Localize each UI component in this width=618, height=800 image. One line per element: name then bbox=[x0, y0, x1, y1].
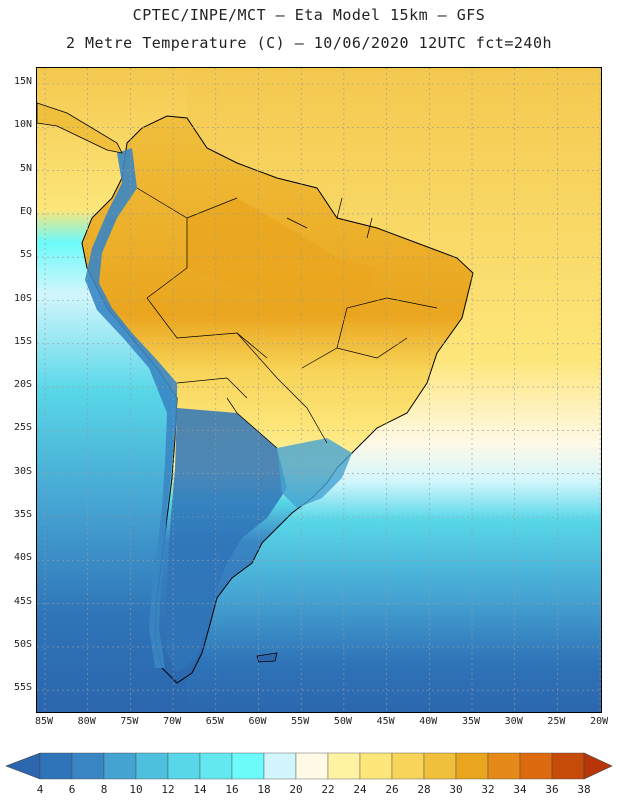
colorbar-segment bbox=[519, 752, 553, 780]
colorbar-label: 14 bbox=[193, 783, 207, 796]
colorbar-segment bbox=[231, 752, 265, 780]
colorbar-segment bbox=[327, 752, 361, 780]
colorbar-label: 16 bbox=[225, 783, 239, 796]
temperature-map bbox=[36, 67, 602, 713]
colorbar-segment bbox=[263, 752, 297, 780]
title-line-2: 2 Metre Temperature (C) – 10/06/2020 12U… bbox=[65, 34, 553, 52]
colorbar-segment bbox=[199, 752, 233, 780]
colorbar-segment bbox=[487, 752, 521, 780]
colorbar-segment bbox=[391, 752, 425, 780]
lon-label: 55W bbox=[291, 716, 310, 727]
map-canvas bbox=[37, 68, 601, 712]
graticule bbox=[37, 68, 601, 712]
colorbar-label: 38 bbox=[577, 783, 591, 796]
lon-label: 35W bbox=[461, 716, 481, 727]
central-america-land bbox=[37, 102, 123, 154]
colorbar-segment bbox=[423, 752, 457, 780]
lon-label: 60W bbox=[248, 716, 267, 727]
lat-label: 25S bbox=[13, 422, 32, 434]
lon-label: 45W bbox=[376, 716, 395, 727]
colorbar-label: 12 bbox=[161, 783, 175, 796]
lon-label: 40W bbox=[419, 716, 438, 727]
colorbar-label: 24 bbox=[353, 783, 367, 796]
lat-label: 20S bbox=[13, 379, 32, 391]
colorbar-segment bbox=[71, 752, 105, 780]
hot-interior-region bbox=[187, 198, 377, 318]
colorbar-label: 30 bbox=[449, 783, 463, 796]
lon-label: 70W bbox=[163, 716, 182, 727]
lon-label: 25W bbox=[547, 716, 566, 727]
lat-label: 45S bbox=[13, 595, 32, 607]
lat-label: 10S bbox=[13, 292, 32, 304]
lat-label: 5S bbox=[19, 249, 32, 261]
lon-label: 80W bbox=[77, 716, 96, 727]
lat-label: 15N bbox=[13, 76, 32, 87]
colorbar-label: 20 bbox=[289, 783, 303, 796]
colorbar-label: 28 bbox=[417, 783, 431, 796]
colorbar-label: 4 bbox=[36, 783, 44, 796]
lon-label: 20W bbox=[590, 716, 609, 727]
colorbar-segment bbox=[39, 752, 73, 780]
colorbar-segment bbox=[455, 752, 489, 780]
lon-label: 85W bbox=[34, 716, 54, 727]
colorbar-label: 22 bbox=[321, 783, 335, 796]
lat-label: 30S bbox=[13, 465, 32, 477]
lon-label: 75W bbox=[120, 716, 139, 727]
lon-label: 50W bbox=[333, 716, 352, 727]
colorbar-label: 32 bbox=[481, 783, 495, 796]
colorbar-low-arrow bbox=[5, 752, 41, 780]
colorbar-segment bbox=[167, 752, 201, 780]
color-bar bbox=[5, 752, 613, 780]
colorbar-segment bbox=[359, 752, 393, 780]
colorbar-label: 8 bbox=[100, 783, 108, 796]
lat-label: EQ bbox=[19, 205, 32, 217]
colorbar-label: 18 bbox=[257, 783, 271, 796]
colorbar-label: 34 bbox=[513, 783, 527, 796]
colorbar-segment bbox=[295, 752, 329, 780]
colorbar-label: 26 bbox=[385, 783, 399, 796]
lon-label: 65W bbox=[205, 716, 224, 727]
lat-label: 50S bbox=[13, 638, 32, 650]
lat-label: 55S bbox=[13, 682, 32, 694]
lat-label: 5N bbox=[19, 162, 32, 174]
colorbar-label: 10 bbox=[129, 783, 143, 796]
colorbar-segment bbox=[103, 752, 137, 780]
colorbar-segment bbox=[135, 752, 169, 780]
patagonia-cold-region bbox=[165, 408, 287, 673]
colorbar-high-arrow bbox=[583, 752, 613, 780]
lat-label: 15S bbox=[13, 335, 32, 347]
colorbar-label: 6 bbox=[68, 783, 76, 796]
lon-label: 30W bbox=[504, 716, 523, 727]
lat-label: 10N bbox=[13, 119, 32, 131]
lat-label: 35S bbox=[13, 509, 32, 520]
colorbar-label: 36 bbox=[545, 783, 559, 796]
southern-brazil-cool-region bbox=[277, 438, 352, 508]
lat-label: 40S bbox=[13, 552, 32, 564]
title-line-1: CPTEC/INPE/MCT – Eta Model 15km – GFS bbox=[132, 6, 486, 24]
country-borders bbox=[136, 187, 438, 449]
colorbar-segment bbox=[551, 752, 585, 780]
